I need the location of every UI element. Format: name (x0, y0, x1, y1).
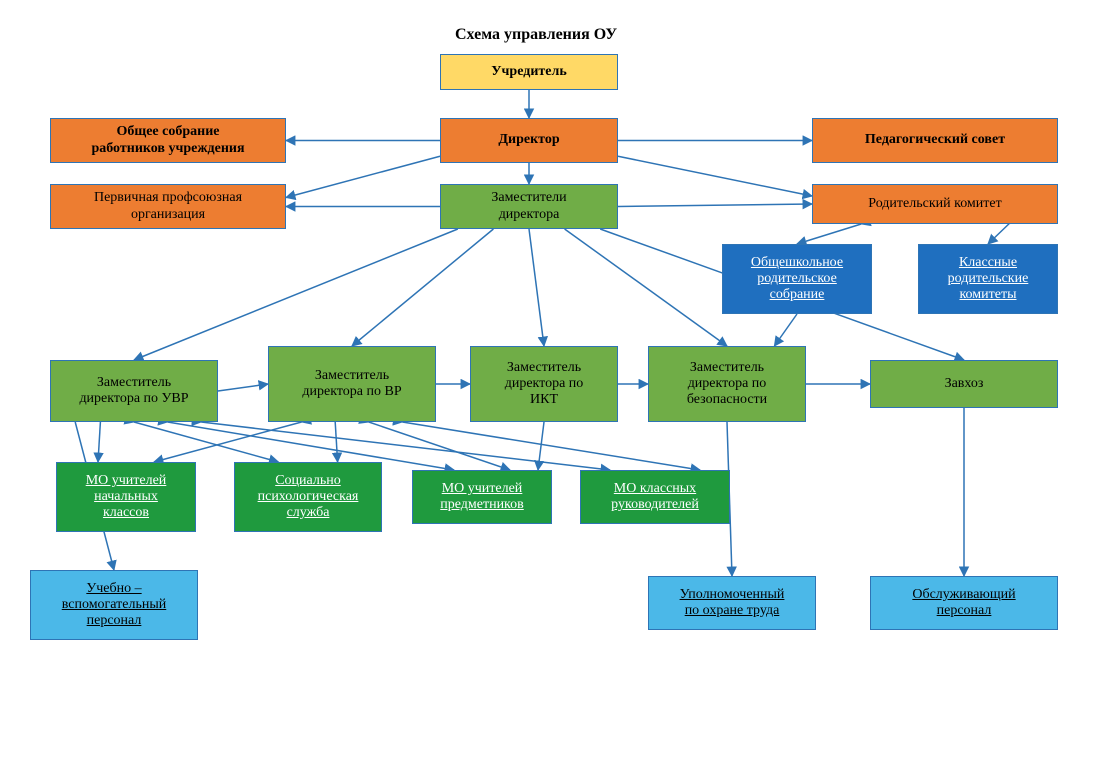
edge-zam_uvr-to-zam_vr (218, 384, 268, 391)
edge-zam-to-zam_ikt (529, 229, 544, 346)
node-profsoyuz: Первичная профсоюзнаяорганизация (50, 184, 286, 229)
node-school-par: Общешкольноеродительскоесобрание (722, 244, 872, 314)
edge-director-to-parents (618, 156, 812, 196)
node-class-par: Классныеродительскиекомитеты (918, 244, 1058, 314)
node-director: Директор (440, 118, 618, 163)
node-mo-subj: МО учителейпредметников (412, 470, 552, 524)
node-mo-class: МО классныхруководителей (580, 470, 730, 524)
node-zam: Заместителидиректора (440, 184, 618, 229)
node-label: Завхоз (945, 376, 984, 392)
node-label: Обслуживающийперсонал (912, 587, 1015, 619)
node-pedsovet: Педагогический совет (812, 118, 1058, 163)
node-zam-ikt: Заместительдиректора поИКТ (470, 346, 618, 422)
node-label: Общешкольноеродительскоесобрание (751, 255, 843, 303)
edge-zam_uvr-to-mo_prim (98, 422, 100, 462)
node-zavhoz: Завхоз (870, 360, 1058, 408)
node-label: Уполномоченныйпо охране труда (680, 587, 785, 619)
edge-zam_vr-to-mo_subj (369, 422, 510, 470)
node-label: МО классныхруководителей (611, 481, 699, 513)
node-label: МО учителейначальныхклассов (86, 473, 167, 521)
node-label: Директор (498, 132, 559, 148)
node-support: Учебно –вспомогательныйперсонал (30, 570, 198, 640)
node-zam-safe: Заместительдиректора побезопасности (648, 346, 806, 422)
edge-director-to-profsoyuz (286, 156, 440, 197)
edge-parents-to-class_par (988, 224, 1009, 244)
node-zam-uvr: Заместительдиректора по УВР (50, 360, 218, 422)
edge-zam-to-zam_uvr (134, 229, 458, 360)
node-label: Социальнопсихологическаяслужба (258, 473, 359, 521)
node-service: Обслуживающийперсонал (870, 576, 1058, 630)
node-label: Заместителидиректора (491, 190, 566, 222)
node-labor: Уполномоченныйпо охране труда (648, 576, 816, 630)
edge-parents-to-school_par (797, 224, 861, 244)
node-label: Общее собраниеработников учреждения (91, 124, 244, 156)
node-label: Заместительдиректора по ВР (302, 368, 401, 400)
node-label: Родительский комитет (868, 196, 1001, 212)
node-label: Педагогический совет (865, 132, 1005, 148)
node-label: Заместительдиректора поИКТ (505, 360, 584, 408)
edge-zam-to-zam_safe (565, 229, 727, 346)
node-label: Учредитель (491, 64, 566, 80)
node-founder: Учредитель (440, 54, 618, 90)
diagram-title: Схема управления ОУ (455, 26, 617, 44)
edge-school_par-to-zam_safe (774, 314, 797, 346)
node-mo-prim: МО учителейначальныхклассов (56, 462, 196, 532)
edge-zam_ikt-to-mo_subj (538, 422, 544, 470)
edge-zam_vr-to-socpsy (335, 422, 337, 462)
node-label: Заместительдиректора по УВР (79, 375, 188, 407)
node-zam-vr: Заместительдиректора по ВР (268, 346, 436, 422)
node-label: Учебно –вспомогательныйперсонал (62, 581, 167, 629)
edge-zam-to-zam_vr (352, 229, 493, 346)
edge-zam-to-parents (618, 204, 812, 207)
edge-zam_vr-to-mo_prim (154, 422, 302, 462)
node-label: Заместительдиректора побезопасности (687, 360, 767, 408)
node-label: Классныеродительскиекомитеты (948, 255, 1029, 303)
edge-zam_vr-to-mo_class (402, 422, 700, 470)
node-label: МО учителейпредметников (440, 481, 524, 513)
diagram-canvas: Схема управления ОУ Учредитель Директор Об… (0, 0, 1108, 771)
node-assembly: Общее собраниеработников учреждения (50, 118, 286, 163)
edge-zam_uvr-to-socpsy (134, 422, 278, 462)
node-socpsy: Социальнопсихологическаяслужба (234, 462, 382, 532)
node-label: Первичная профсоюзнаяорганизация (94, 190, 242, 222)
node-parents: Родительский комитет (812, 184, 1058, 224)
